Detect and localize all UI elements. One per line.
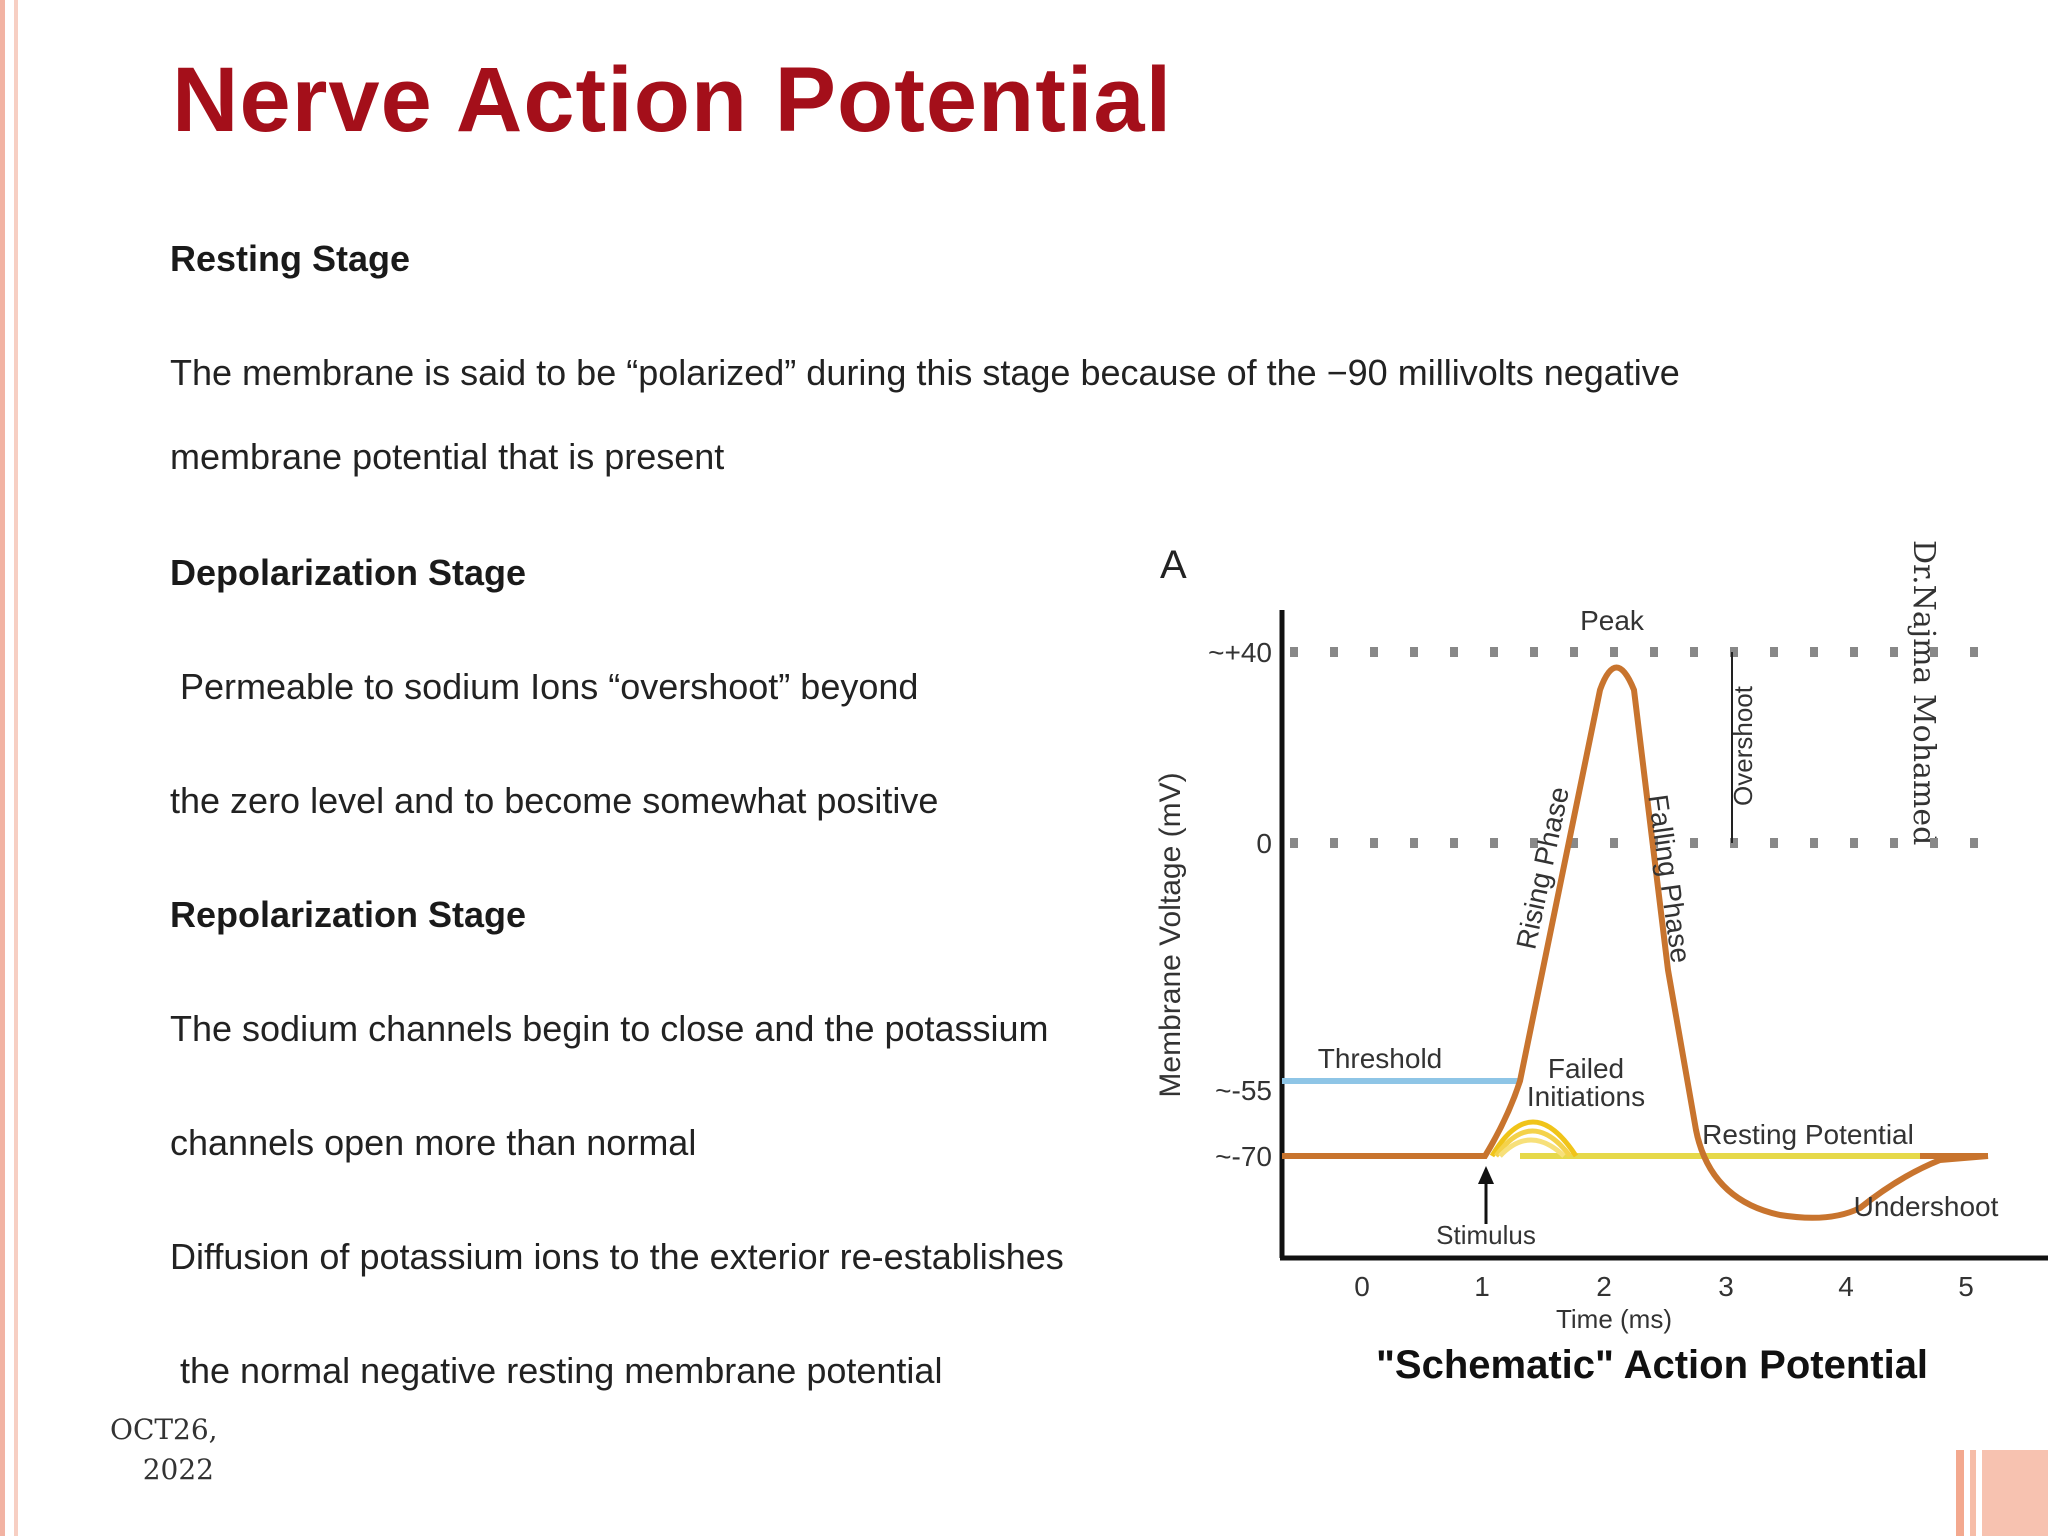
figure-caption: "Schematic" Action Potential <box>1376 1343 1928 1387</box>
date-line-2: 2022 <box>142 1453 214 1486</box>
threshold-label: Threshold <box>1318 1043 1443 1074</box>
repolarization-line-4: the normal negative resting membrane pot… <box>170 1350 943 1391</box>
left-edge-bar <box>0 0 5 1536</box>
failed-initiation-1 <box>1489 1119 1579 1158</box>
overshoot-label: Overshoot <box>1728 685 1758 806</box>
heading-resting-stage: Resting Stage <box>170 238 411 279</box>
slide-date: OCT26, 2022 <box>110 1410 218 1490</box>
failed-initiation-3 <box>1498 1137 1566 1158</box>
failed-initiation-2 <box>1493 1128 1572 1158</box>
x-tick-4: 4 <box>1838 1271 1854 1302</box>
peak-label: Peak <box>1580 605 1645 636</box>
depolarization-line-1: Permeable to sodium Ions “overshoot” bey… <box>170 666 919 707</box>
resting-line-2: membrane potential that is present <box>170 436 725 477</box>
y-tick-zero: 0 <box>1256 828 1272 859</box>
repolarization-line-3: Diffusion of potassium ions to the exter… <box>170 1236 1064 1277</box>
falling-phase-label: Falling Phase <box>1642 793 1696 965</box>
action-potential-trace <box>1282 664 1989 1221</box>
repolarization-line-2: channels open more than normal <box>170 1122 697 1163</box>
x-tick-1: 1 <box>1474 1271 1490 1302</box>
stimulus-label: Stimulus <box>1436 1220 1536 1250</box>
failed-initiations-label-1: Failed <box>1548 1053 1624 1084</box>
failed-initiations-label-2: Initiations <box>1527 1081 1645 1112</box>
left-edge-bar-inner <box>14 0 18 1536</box>
x-tick-0: 0 <box>1354 1271 1370 1302</box>
y-tick-plus40: ~+40 <box>1208 637 1272 668</box>
y-axis-label: Membrane Voltage (mV) <box>1154 772 1187 1097</box>
y-tick-minus70: ~-70 <box>1215 1141 1272 1172</box>
resting-line-1: The membrane is said to be “polarized” d… <box>170 352 1680 393</box>
y-tick-minus55: ~-55 <box>1215 1075 1272 1106</box>
corner-decoration <box>1956 1450 2048 1536</box>
depolarization-line-2: the zero level and to become somewhat po… <box>170 780 939 821</box>
undershoot-label: Undershoot <box>1854 1191 1999 1222</box>
stimulus-arrow-head <box>1478 1166 1494 1184</box>
slide-title: Nerve Action Potential <box>172 49 1173 151</box>
x-tick-5: 5 <box>1958 1271 1974 1302</box>
panel-letter: A <box>1160 543 1187 587</box>
heading-depolarization-stage: Depolarization Stage <box>170 552 527 593</box>
x-axis-label: Time (ms) <box>1556 1304 1672 1334</box>
date-line-1: OCT26, <box>110 1413 218 1446</box>
repolarization-line-1: The sodium channels begin to close and t… <box>170 1008 1049 1049</box>
heading-repolarization-stage: Repolarization Stage <box>170 894 527 935</box>
x-tick-3: 3 <box>1718 1271 1734 1302</box>
resting-potential-label: Resting Potential <box>1702 1119 1914 1150</box>
action-potential-svg: A Membrane Voltage (mV) ~+40 0 ~-55 ~-70… <box>1154 543 2048 1387</box>
x-tick-2: 2 <box>1596 1271 1612 1302</box>
author-name: Dr.Najma Mohamed <box>1906 540 1941 846</box>
action-potential-figure: A Membrane Voltage (mV) ~+40 0 ~-55 ~-70… <box>1140 540 2048 1400</box>
